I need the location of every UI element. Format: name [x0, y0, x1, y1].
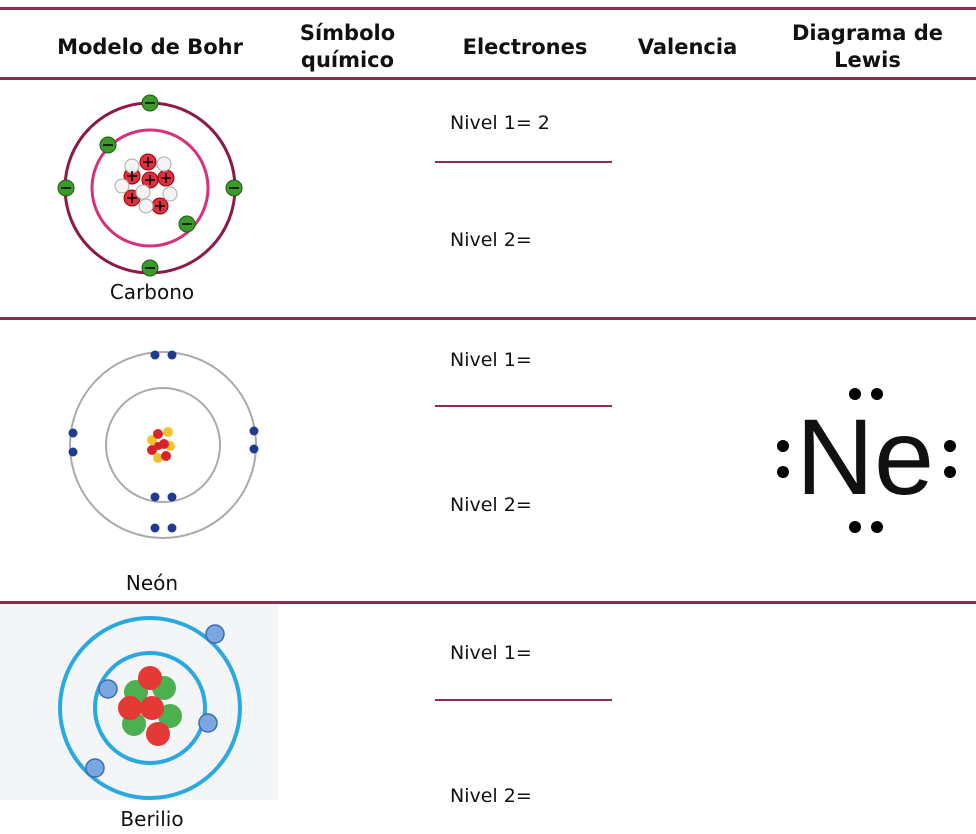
- electron-level: Nivel 2=: [450, 229, 532, 251]
- header-cell: Diagrama de Lewis: [792, 21, 943, 72]
- bohr-carbon: [57, 94, 243, 277]
- electron-level: Nivel 1=: [450, 349, 532, 371]
- answer-line: [435, 699, 612, 701]
- bohr-neon: [68, 350, 259, 539]
- element-name: Carbono: [109, 280, 195, 304]
- electron-level: Nivel 1= 2: [450, 112, 550, 134]
- electron-level: Nivel 2=: [450, 494, 532, 516]
- table-rule: [0, 317, 976, 320]
- header-cell: Símbolo químico: [299, 21, 396, 72]
- element-name: Berilio: [120, 807, 184, 831]
- element-name: Neón: [125, 571, 179, 595]
- lewis-symbol: Ne: [795, 396, 935, 517]
- header-cell: Electrones: [462, 35, 588, 59]
- table-rule: [0, 77, 976, 80]
- electron-level: Nivel 1=: [450, 642, 532, 664]
- answer-line: [435, 161, 612, 163]
- lewis-dots: [777, 388, 956, 533]
- table-rule: [0, 7, 976, 10]
- table-rule: [0, 601, 976, 604]
- header-cell: Modelo de Bohr: [57, 35, 243, 59]
- bohr-beryllium: [58, 616, 242, 800]
- electron-level: Nivel 2=: [450, 785, 532, 807]
- answer-line: [435, 405, 612, 407]
- header-cell: Valencia: [637, 35, 738, 59]
